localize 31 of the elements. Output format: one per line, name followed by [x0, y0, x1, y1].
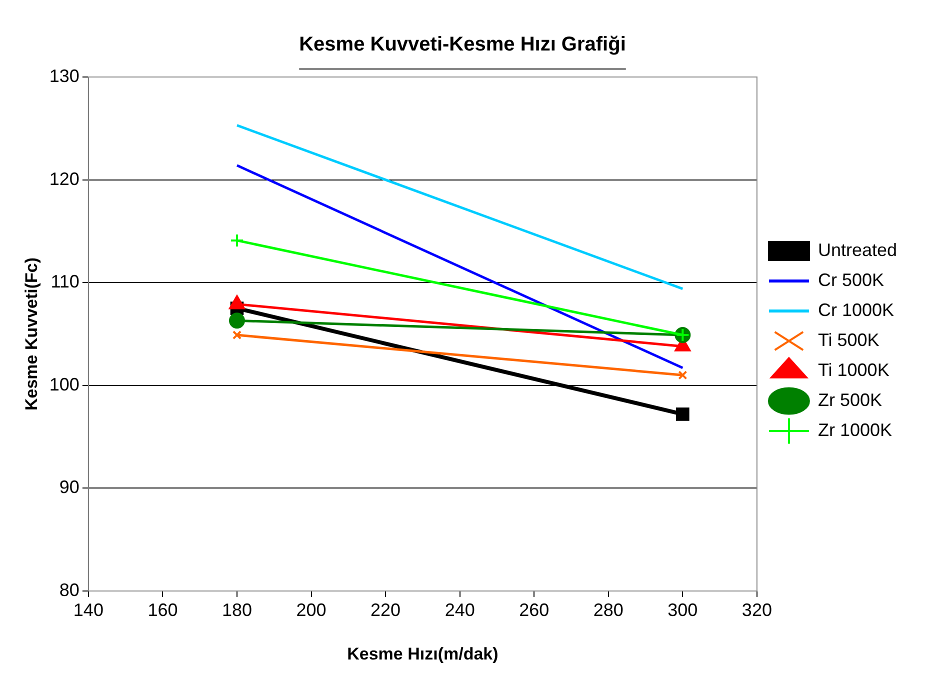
y-tick-label: 130: [49, 66, 80, 86]
x-tick-label: 240: [444, 600, 475, 620]
legend-label: Untreated: [818, 240, 898, 260]
point: [676, 408, 690, 421]
point: [230, 233, 244, 248]
legend-label: Zr 1000K: [818, 420, 892, 440]
x-tick-label: 280: [593, 600, 624, 620]
y-tick-label: 80: [59, 580, 80, 600]
legend-label: Cr 1000K: [818, 300, 894, 320]
y-tick-label: 110: [50, 272, 80, 292]
point: [678, 370, 688, 380]
y-tick-label: 100: [49, 374, 80, 394]
x-tick-label: 320: [742, 600, 772, 620]
legend-label: Ti 500K: [818, 330, 880, 350]
x-tick-label: 200: [296, 600, 326, 620]
point: [228, 312, 245, 329]
x-tick-label: 300: [668, 600, 698, 620]
point: [232, 330, 242, 340]
y-tick-label: 120: [49, 168, 80, 189]
x-tick-label: 260: [519, 600, 550, 620]
legend-label: Ti 1000K: [818, 360, 890, 380]
x-tick-label: 220: [370, 600, 401, 620]
legend-label: Zr 500K: [818, 390, 882, 410]
y-tick-label: 90: [59, 477, 80, 498]
x-tick-label: 140: [73, 600, 104, 620]
chart-title: Kesme Kuvveti-Kesme Hızı Grafiği: [299, 34, 626, 56]
x-tick-label: 180: [222, 600, 252, 620]
y-axis-title: Kesme Kuvveti(Fc): [22, 257, 41, 411]
x-tick-label: 160: [148, 600, 178, 620]
x-axis-title: Kesme Hızı(m/dak): [347, 644, 498, 664]
legend-label: Cr 500K: [818, 270, 884, 290]
